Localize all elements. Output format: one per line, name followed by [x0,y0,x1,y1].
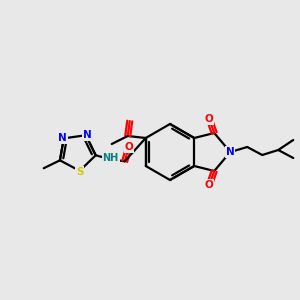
Text: NH: NH [103,153,119,163]
Text: N: N [82,130,91,140]
Text: O: O [205,180,214,190]
Text: S: S [76,167,83,177]
Text: O: O [124,142,133,152]
Text: N: N [226,147,235,157]
Text: N: N [58,133,67,143]
Text: O: O [205,114,214,124]
